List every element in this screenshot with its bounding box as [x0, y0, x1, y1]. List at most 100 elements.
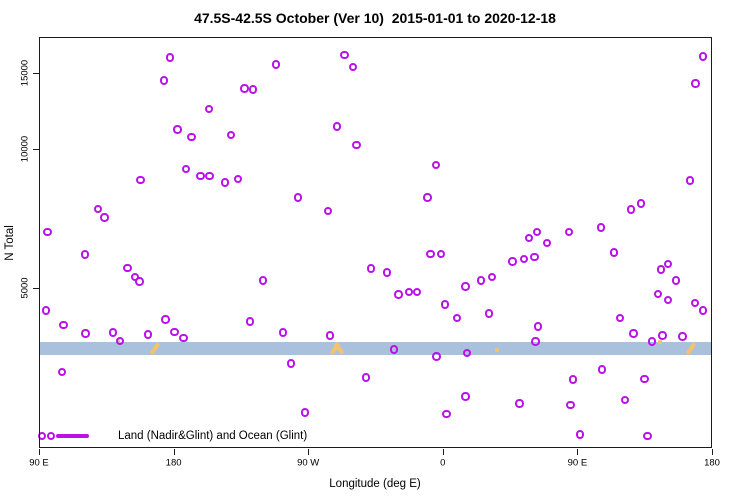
data-point: [165, 53, 174, 62]
data-point: [530, 252, 539, 261]
data-point: [647, 337, 656, 346]
data-point: [566, 400, 575, 410]
x-tick-label: 90 E: [567, 457, 588, 469]
data-point: [461, 282, 470, 291]
data-point: [80, 250, 89, 259]
data-point: [340, 50, 349, 59]
data-point: [442, 409, 451, 419]
data-point: [690, 298, 699, 307]
data-point: [698, 52, 707, 61]
data-point: [691, 79, 700, 88]
data-point: [533, 322, 542, 331]
data-point: [508, 257, 517, 266]
data-point: [389, 345, 398, 354]
legend: Land (Nadir&Glint) and Ocean (Glint): [37, 37, 712, 448]
plot-area: Land (Nadir&Glint) and Ocean (Glint): [37, 37, 712, 448]
x-tick-label: 180: [165, 457, 182, 469]
x-tick: [577, 449, 579, 455]
data-point: [663, 259, 672, 268]
x-tick-label: 180: [704, 457, 720, 469]
data-point: [575, 430, 584, 439]
data-point: [161, 315, 170, 324]
data-point: [248, 85, 257, 94]
data-point: [519, 254, 528, 264]
data-point: [136, 175, 145, 184]
data-point: [100, 213, 109, 222]
y-tick-label: 15000: [19, 59, 31, 87]
x-tick: [442, 449, 444, 455]
data-point: [173, 125, 182, 134]
data-point: [286, 359, 295, 368]
y-tick: [33, 148, 39, 150]
data-point: [226, 130, 235, 139]
x-tick: [173, 449, 175, 455]
data-point: [615, 313, 624, 323]
data-point: [685, 176, 694, 185]
y-tick-label: 5000: [19, 277, 31, 299]
data-point: [568, 375, 577, 384]
chart-title: 47.5S-42.5S October (Ver 10) 2015-01-01 …: [194, 10, 556, 26]
data-point: [220, 178, 229, 187]
data-point: [564, 227, 573, 236]
data-point: [332, 122, 341, 131]
data-point: [123, 263, 132, 272]
data-point: [423, 193, 432, 202]
data-point: [143, 330, 152, 339]
y-axis-label: N Total: [4, 225, 16, 261]
data-point: [394, 290, 403, 299]
data-point: [325, 331, 334, 340]
data-point: [382, 268, 391, 277]
data-point: [366, 264, 375, 273]
data-point: [663, 295, 672, 304]
data-point: [531, 337, 540, 346]
data-point: [658, 331, 667, 340]
data-point: [245, 317, 254, 326]
data-point: [609, 248, 618, 257]
data-point: [671, 276, 680, 285]
data-point: [233, 174, 242, 183]
data-point: [240, 84, 249, 93]
y-tick-label: 10000: [19, 135, 31, 162]
data-point: [323, 206, 332, 215]
data-point: [108, 328, 117, 337]
legend-label: Land (Nadir&Glint) and Ocean (Glint): [118, 430, 308, 442]
data-point: [532, 227, 541, 236]
data-point: [205, 171, 214, 180]
data-point: [597, 365, 606, 374]
data-point: [59, 320, 68, 329]
ocean-glint-mark: [657, 339, 662, 344]
data-point: [300, 408, 309, 417]
legend-line-icon: [56, 434, 89, 438]
data-point: [476, 276, 485, 285]
data-point: [181, 164, 190, 173]
data-point: [135, 277, 144, 286]
data-point: [412, 287, 421, 296]
data-point: [170, 327, 179, 337]
x-tick-label: 90 W: [297, 457, 320, 469]
data-point: [130, 272, 139, 281]
data-point: [487, 272, 496, 281]
data-point: [643, 432, 652, 441]
data-point: [361, 373, 370, 382]
data-point: [187, 132, 196, 142]
data-point: [656, 265, 665, 274]
data-point: [57, 367, 66, 377]
data-point: [271, 60, 280, 69]
data-point: [426, 249, 435, 258]
legend-circle-icon: [37, 431, 46, 440]
data-point: [653, 289, 662, 299]
data-point: [41, 306, 50, 315]
data-point: [462, 349, 471, 358]
data-point: [81, 329, 90, 338]
ocean-glint-mark: [494, 347, 499, 352]
data-point: [626, 205, 635, 214]
x-axis-label: Longitude (deg E): [329, 478, 421, 490]
data-point: [293, 193, 302, 202]
legend-circle-icon: [46, 431, 55, 440]
data-point: [515, 399, 524, 408]
data-point: [436, 249, 445, 258]
highlight-band: [39, 341, 712, 356]
data-point: [698, 306, 707, 315]
data-point: [404, 287, 413, 296]
